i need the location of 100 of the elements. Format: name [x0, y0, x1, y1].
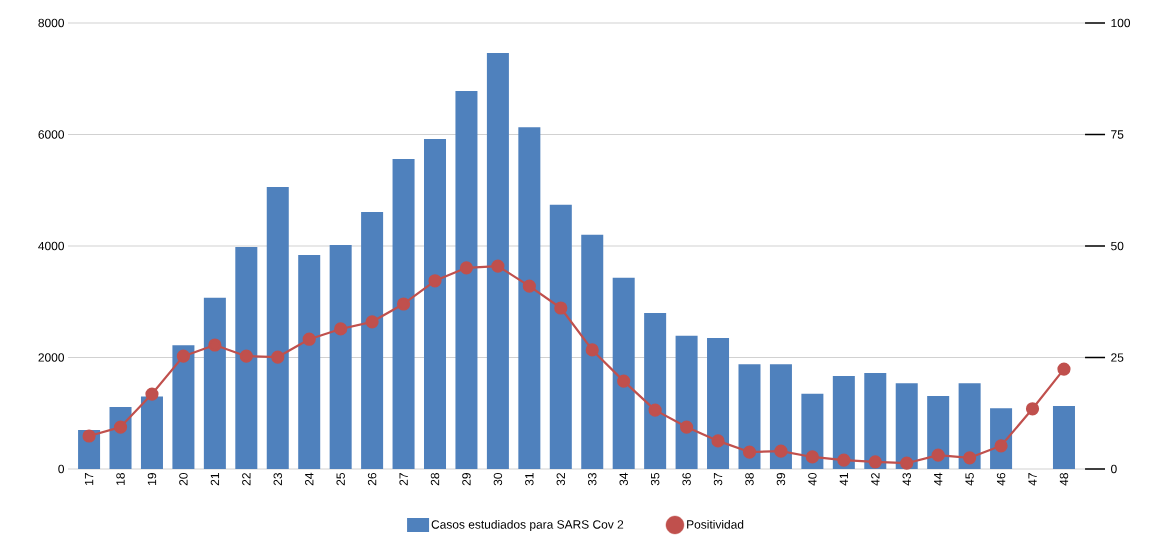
point — [868, 455, 882, 469]
point — [208, 338, 222, 352]
point — [145, 387, 159, 401]
bar — [927, 395, 950, 469]
x-tick-label: 44 — [934, 472, 943, 486]
x-tick-label: 45 — [965, 473, 974, 486]
bar — [266, 186, 289, 469]
bar — [707, 337, 730, 469]
x-tick-label: 23 — [273, 473, 282, 486]
bar — [1052, 406, 1075, 469]
bar — [832, 375, 855, 469]
bar — [675, 335, 698, 469]
x-tick-label: 42 — [871, 473, 880, 486]
x-tick-label: 28 — [430, 473, 440, 486]
x-tick-label: 17 — [84, 473, 94, 485]
point — [1025, 402, 1040, 416]
bar — [486, 53, 509, 469]
point — [554, 301, 568, 315]
point — [365, 315, 379, 329]
y-tick-label: 6000 — [38, 130, 65, 139]
point — [113, 420, 128, 434]
bar — [172, 345, 195, 469]
point — [994, 439, 1008, 453]
bar — [958, 383, 981, 469]
point — [711, 434, 725, 448]
point — [679, 420, 694, 434]
bar — [298, 254, 321, 469]
y-tick-label: 2000 — [38, 353, 65, 362]
x-tick-label: 20 — [179, 472, 188, 486]
y2-tick-label: 0 — [1111, 464, 1117, 474]
x-tick-label: 47 — [1028, 473, 1037, 486]
y-tick-label: 4000 — [38, 241, 65, 251]
x-tick-label: 33 — [588, 473, 597, 486]
point — [271, 350, 285, 364]
point — [428, 274, 442, 288]
point — [302, 332, 316, 346]
bar — [140, 396, 163, 469]
bar — [361, 211, 384, 469]
point — [585, 343, 599, 357]
y2-tick-label: 75 — [1111, 130, 1124, 139]
point — [459, 261, 474, 275]
x-tick-label: 37 — [713, 473, 723, 486]
point — [617, 374, 631, 388]
legend-label: Casos estudiados para SARS Cov 2 — [431, 519, 624, 532]
point — [805, 450, 819, 464]
x-tick-label: 43 — [902, 473, 911, 486]
point — [522, 279, 536, 293]
x-tick-label: 25 — [336, 473, 345, 486]
point — [774, 444, 788, 458]
x-tick-label: 27 — [399, 473, 408, 486]
x-tick-label: 46 — [996, 473, 1006, 486]
x-tick-label: 29 — [462, 473, 471, 486]
bar — [738, 364, 761, 469]
legend-label: Positividad — [687, 519, 744, 529]
point — [334, 322, 348, 336]
bar — [235, 247, 258, 469]
bar — [801, 393, 824, 469]
x-tick-label: 18 — [116, 473, 125, 485]
bar — [769, 364, 792, 469]
x-tick-label: 41 — [839, 473, 848, 486]
point — [239, 349, 253, 363]
x-tick-label: 36 — [682, 473, 691, 486]
y2-tick-label: 25 — [1111, 353, 1124, 362]
point — [963, 451, 977, 465]
bar — [644, 312, 667, 469]
x-tick-label: 39 — [776, 473, 786, 486]
bar — [895, 383, 918, 469]
point — [396, 297, 411, 311]
x-tick-label: 34 — [619, 472, 628, 486]
x-tick-label: 22 — [242, 473, 251, 486]
y2-tick-label: 100 — [1111, 18, 1131, 28]
x-tick-label: 30 — [493, 472, 503, 486]
point — [931, 448, 945, 462]
y-tick-label: 0 — [58, 464, 65, 474]
bar — [329, 244, 352, 469]
bar — [864, 373, 887, 469]
x-tick-label: 21 — [210, 473, 220, 486]
bar — [392, 159, 415, 469]
x-tick-label: 24 — [305, 472, 314, 486]
x-tick-label: 38 — [745, 473, 754, 486]
point — [491, 259, 505, 273]
bar — [455, 91, 478, 469]
x-tick-label: 26 — [367, 473, 377, 486]
point — [1057, 362, 1071, 376]
x-tick-label: 40 — [808, 472, 817, 486]
point — [742, 445, 757, 459]
y-tick-label: 8000 — [38, 18, 65, 28]
x-tick-label: 32 — [556, 473, 566, 486]
bar — [549, 204, 572, 469]
point — [176, 349, 191, 363]
bar — [612, 277, 635, 469]
point — [900, 456, 914, 470]
bar — [518, 127, 541, 469]
bar — [581, 234, 604, 469]
y2-tick-label: 50 — [1111, 241, 1124, 251]
bar — [203, 297, 226, 469]
x-tick-label: 48 — [1059, 473, 1069, 486]
x-tick-label: 35 — [650, 473, 660, 486]
point — [648, 403, 662, 417]
x-tick-label: 19 — [147, 473, 157, 485]
